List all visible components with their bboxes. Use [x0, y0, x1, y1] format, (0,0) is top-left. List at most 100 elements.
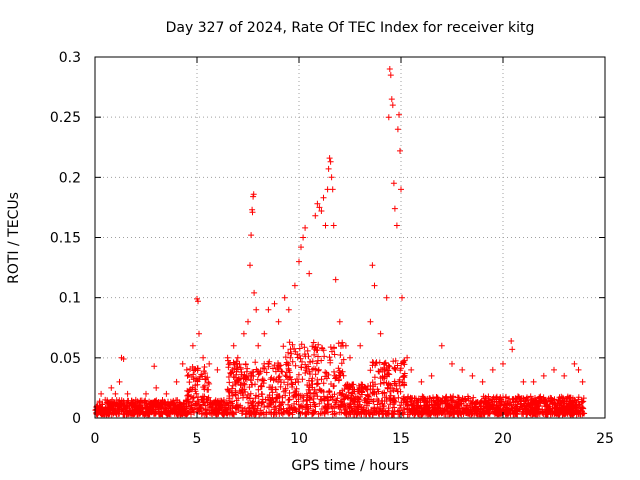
x-tick-label: 0 [91, 431, 100, 447]
data-point [112, 390, 119, 397]
data-point [179, 360, 186, 367]
data-point [230, 342, 237, 349]
data-point [120, 356, 127, 362]
data-point [108, 384, 115, 391]
data-point [245, 318, 251, 325]
axis-ticks: 0 5 10 15 20 25 0 0.05 0.1 0.15 0.2 0.25 0.3 [50, 50, 614, 447]
data-point [224, 354, 231, 361]
data-point [579, 378, 586, 385]
data-point [399, 294, 405, 301]
data-point [234, 354, 241, 361]
data-point [387, 72, 394, 79]
data-point [327, 158, 334, 165]
data-point [508, 338, 515, 344]
data-point [328, 174, 335, 181]
data-point [389, 102, 396, 109]
data-point [388, 96, 395, 103]
data-point [561, 372, 568, 379]
data-point [500, 360, 506, 367]
y-tick-label: 0.25 [50, 110, 81, 126]
data-point [183, 366, 190, 373]
data-point [404, 354, 411, 361]
data-point [397, 147, 403, 154]
data-point [306, 270, 313, 277]
data-point [342, 342, 349, 349]
data-point [393, 222, 400, 229]
y-axis-label: ROTI / TECUs [6, 192, 22, 284]
data-point [250, 191, 257, 198]
data-point [326, 155, 333, 162]
data-point [449, 360, 455, 367]
chart-title: Day 327 of 2024, Rate Of TEC Index for r… [166, 20, 535, 36]
data-point [116, 378, 123, 385]
data-point [314, 200, 321, 207]
data-point [371, 282, 378, 289]
data-point [336, 318, 343, 325]
data-point [298, 244, 304, 251]
data-point [98, 390, 105, 397]
y-tick-label: 0 [72, 411, 81, 427]
y-tick-label: 0.2 [59, 170, 81, 186]
data-point [428, 372, 435, 379]
data-point [253, 306, 260, 313]
data-point [377, 330, 384, 337]
data-point [163, 390, 170, 397]
x-tick-label: 15 [392, 431, 410, 447]
data-point [575, 366, 582, 373]
x-tick-label: 25 [596, 431, 614, 447]
data-point [479, 378, 486, 385]
data-point [322, 222, 329, 229]
data-point [189, 342, 196, 349]
data-point [271, 300, 278, 307]
data-point [151, 363, 158, 370]
data-point [247, 262, 253, 269]
data-point [318, 208, 325, 214]
y-tick-label: 0.15 [50, 231, 81, 247]
data-point [540, 372, 547, 379]
data-point [240, 330, 247, 337]
data-point [386, 66, 393, 72]
data-point [369, 262, 376, 269]
data-point [332, 276, 339, 283]
data-point [398, 186, 404, 193]
y-tick-label: 0.3 [59, 50, 81, 66]
data-point [390, 180, 397, 187]
data-point [330, 222, 337, 229]
data-point [469, 372, 476, 379]
data-point [329, 186, 336, 193]
data-point [200, 354, 207, 361]
data-point [312, 212, 319, 219]
data-point [261, 330, 268, 337]
data-point [255, 342, 262, 349]
data-point [300, 234, 307, 241]
noise-band-markers [92, 339, 588, 418]
data-point [320, 194, 327, 201]
data-point [302, 224, 309, 231]
data-point [249, 209, 256, 216]
data-point [367, 318, 374, 325]
y-tick-label: 0.1 [59, 291, 81, 307]
data-point [281, 294, 288, 301]
x-tick-label: 20 [494, 431, 512, 447]
data-point [124, 390, 131, 397]
data-point [530, 378, 537, 385]
data-point [383, 294, 390, 301]
data-point [396, 111, 402, 118]
data-point [438, 342, 445, 349]
data-point [265, 306, 272, 313]
data-point [509, 346, 516, 353]
data-point [394, 126, 401, 133]
x-tick-label: 5 [193, 431, 202, 447]
data-point [214, 366, 221, 373]
data-point [248, 232, 255, 239]
data-point [285, 306, 292, 313]
data-point [195, 298, 201, 305]
data-point [173, 378, 180, 385]
x-tick-label: 10 [290, 431, 308, 447]
data-point [385, 114, 392, 121]
grid-layer [95, 57, 605, 418]
data-point [275, 318, 282, 325]
data-point [291, 282, 298, 289]
data-point [196, 330, 202, 337]
data-point [408, 366, 415, 373]
